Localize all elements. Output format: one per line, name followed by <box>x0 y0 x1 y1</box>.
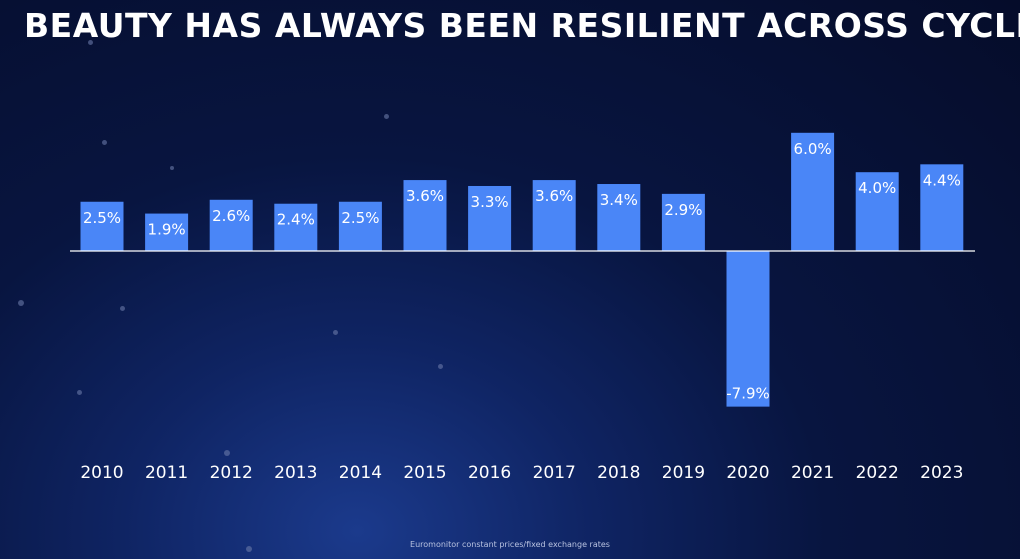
data-label-2020: -7.9% <box>726 385 770 403</box>
decorative-dot <box>246 546 252 552</box>
x-tick-label-2014: 2014 <box>339 463 382 483</box>
data-label-2012: 2.6% <box>212 207 250 225</box>
bar-2018 <box>597 184 641 251</box>
x-tick-label-2013: 2013 <box>274 463 317 483</box>
data-label-2017: 3.6% <box>535 187 573 205</box>
decorative-dot <box>384 114 389 119</box>
bar-2012 <box>209 199 253 251</box>
bar-2010 <box>80 201 124 251</box>
decorative-dot <box>77 390 82 395</box>
bar-2011 <box>145 213 189 251</box>
data-label-2011: 1.9% <box>148 221 186 239</box>
x-tick-label-2018: 2018 <box>597 463 640 483</box>
bar-2019 <box>661 193 705 251</box>
x-tick-label-2022: 2022 <box>856 463 899 483</box>
decorative-dot <box>88 40 93 45</box>
decorative-dot <box>170 166 174 170</box>
source-footnote: Euromonitor constant prices/fixed exchan… <box>410 540 610 549</box>
x-tick-label-2016: 2016 <box>468 463 511 483</box>
bar-2013 <box>274 203 318 251</box>
x-tick-label-2015: 2015 <box>403 463 446 483</box>
x-tick-label-2023: 2023 <box>920 463 963 483</box>
data-label-2013: 2.4% <box>277 211 315 229</box>
data-label-2019: 2.9% <box>664 201 702 219</box>
x-tick-label-2012: 2012 <box>210 463 253 483</box>
decorative-dot <box>102 140 107 145</box>
page-title: BEAUTY HAS ALWAYS BEEN RESILIENT ACROSS … <box>24 6 1020 45</box>
bar-2014 <box>338 201 382 251</box>
x-tick-label-2017: 2017 <box>533 463 576 483</box>
bar-2021 <box>791 132 835 251</box>
data-label-2010: 2.5% <box>83 209 121 227</box>
x-tick-label-2019: 2019 <box>662 463 705 483</box>
bar-2020 <box>726 251 770 407</box>
decorative-dot <box>438 364 443 369</box>
bar-2016 <box>468 185 512 251</box>
data-label-2022: 4.0% <box>858 179 896 197</box>
x-tick-label-2020: 2020 <box>726 463 769 483</box>
data-label-2014: 2.5% <box>341 209 379 227</box>
decorative-dot <box>224 450 230 456</box>
bar-2023 <box>920 164 964 251</box>
decorative-dot <box>18 300 24 306</box>
data-label-2023: 4.4% <box>923 171 961 189</box>
decorative-dot <box>120 306 125 311</box>
data-label-2016: 3.3% <box>471 193 509 211</box>
data-label-2018: 3.4% <box>600 191 638 209</box>
bar-2017 <box>532 180 576 251</box>
data-label-2015: 3.6% <box>406 187 444 205</box>
decorative-dot <box>333 330 338 335</box>
bar-2022 <box>855 172 899 251</box>
x-tick-label-2010: 2010 <box>80 463 123 483</box>
x-tick-label-2011: 2011 <box>145 463 188 483</box>
bar-2015 <box>403 180 447 251</box>
data-label-2021: 6.0% <box>794 140 832 158</box>
x-tick-label-2021: 2021 <box>791 463 834 483</box>
